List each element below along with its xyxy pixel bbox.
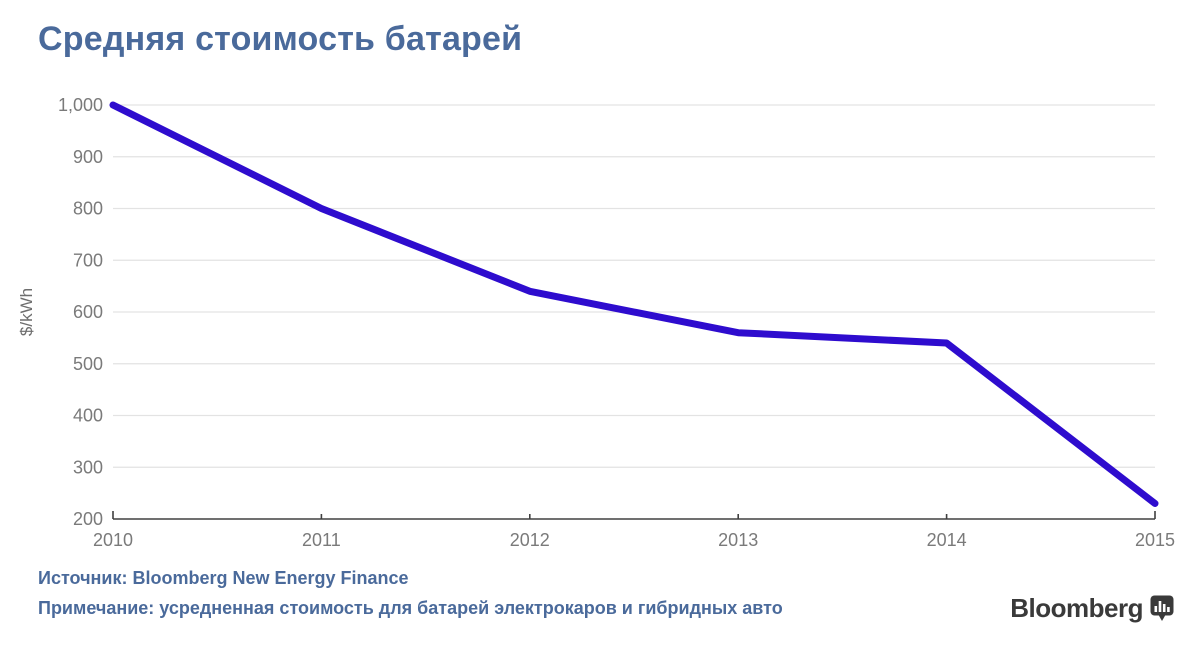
y-axis-title: $/kWh: [17, 288, 36, 336]
y-tick-label: 600: [73, 302, 103, 322]
source-note: Источник: Bloomberg New Energy Finance: [38, 568, 409, 588]
y-tick-label: 900: [73, 147, 103, 167]
bloomberg-logo: Bloomberg: [1010, 593, 1174, 624]
y-tick-label: 800: [73, 199, 103, 219]
x-tick-label: 2014: [927, 530, 967, 550]
y-tick-label: 300: [73, 457, 103, 477]
x-tick-label: 2012: [510, 530, 550, 550]
x-tick-label: 2013: [718, 530, 758, 550]
y-tick-label: 500: [73, 354, 103, 374]
bar-chart-bubble-icon: [1150, 595, 1174, 621]
y-tick-label: 400: [73, 406, 103, 426]
x-tick-label: 2011: [302, 530, 341, 550]
methodology-note: Примечание: усредненная стоимость для ба…: [38, 598, 783, 618]
battery-cost-series-line: [109, 101, 1159, 507]
x-tick-label: 2015: [1135, 530, 1175, 550]
x-tick-label: 2010: [93, 530, 133, 550]
y-tick-label: 200: [73, 509, 103, 529]
y-tick-label: 700: [73, 250, 103, 270]
y-tick-label: 1,000: [58, 95, 103, 115]
bloomberg-logo-text: Bloomberg: [1010, 593, 1143, 623]
chart-title: Средняя стоимость батарей: [38, 20, 523, 58]
